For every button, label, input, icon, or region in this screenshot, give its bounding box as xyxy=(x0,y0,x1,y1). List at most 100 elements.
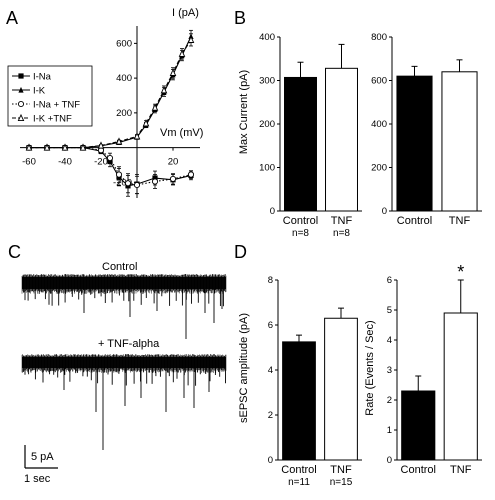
panel-letter-a: A xyxy=(6,8,18,28)
trace-noise xyxy=(21,274,227,294)
iv-series-i-k-tnf xyxy=(25,33,195,151)
bar-y-tick-label: 0 xyxy=(268,455,273,466)
iv-series-i-na xyxy=(26,145,194,197)
iv-curve-chart: I (pA) Vm (mV) -60 -40 -20 20-200200400600 … xyxy=(7,7,203,198)
trace-tnf-label: + TNF-alpha xyxy=(98,338,160,350)
iv-marker-open-triangle xyxy=(133,132,141,140)
trace-noise xyxy=(21,354,227,373)
bar-y-tick-label: 800 xyxy=(371,32,387,43)
bar-y-tick-label: 0 xyxy=(387,455,392,466)
current-traces: Control + TNF-alpha 5 pA 1 sec xyxy=(21,261,227,485)
bar-n-label: n=15 xyxy=(330,477,353,488)
bar-n-label: n=8 xyxy=(333,228,350,239)
bar-category-label: TNF xyxy=(449,215,471,227)
bar-y-tick-label: 400 xyxy=(259,32,275,43)
bar-n-label: n=8 xyxy=(292,228,309,239)
iv-marker-circle xyxy=(169,175,177,182)
bar xyxy=(401,390,436,461)
bar xyxy=(443,312,478,461)
iv-marker-triangle xyxy=(18,86,24,93)
panel-letter-d: D xyxy=(234,242,247,262)
trace-events xyxy=(24,289,224,339)
bar-category-label: Control xyxy=(401,464,436,476)
iv-marker-open-triangle xyxy=(17,113,25,122)
bar-y-tick-label: 4 xyxy=(387,335,392,346)
iv-legend: I-Na I-K I-Na + TNF I-K +TNF xyxy=(7,65,93,127)
bar-category-label: TNF xyxy=(330,464,352,476)
bar xyxy=(441,71,478,212)
iv-marker-circle xyxy=(187,171,195,178)
iv-marker-open-triangle xyxy=(151,103,159,111)
iv-xlabel: Vm (mV) xyxy=(160,127,203,139)
sepsc-charts: sEPSC amplitude (pA) Rate (Events / Sec)… xyxy=(238,262,482,488)
iv-series-i-na-tnf xyxy=(25,144,195,195)
iv-y-tick-label: 600 xyxy=(116,38,132,49)
iv-legend-label: I-K xyxy=(33,86,46,97)
iv-x-tick-label: 20 xyxy=(168,157,179,168)
sepsc-amplitude-ylabel: sEPSC amplitude (pA) xyxy=(238,313,250,423)
iv-marker-open-triangle xyxy=(43,143,51,151)
iv-marker-open-triangle xyxy=(187,35,195,43)
bar-y-tick-label: 6 xyxy=(268,320,273,331)
max-current-ylabel: Max Current (pA) xyxy=(238,70,250,154)
trace-tnf xyxy=(21,354,227,450)
iv-legend-label: I-Na + TNF xyxy=(33,100,80,111)
trace-events xyxy=(24,368,226,450)
iv-marker-circle xyxy=(17,100,25,108)
bar-y-tick-label: 4 xyxy=(268,365,273,376)
iv-marker-circle xyxy=(151,178,159,185)
iv-y-tick-label: -200 xyxy=(113,177,132,188)
bar-y-tick-label: 8 xyxy=(268,275,273,286)
iv-marker-circle xyxy=(124,180,132,187)
bar-category-label: TNF xyxy=(450,464,472,476)
sepsc-rate-chart: 0 1 2 3 4 5 6 Control TNF * xyxy=(387,262,482,476)
iv-legend-entries: I-Na I-K I-Na + TNF I-K +TNF xyxy=(12,72,80,125)
iv-marker-open-triangle xyxy=(178,49,186,57)
scale-y-label: 5 pA xyxy=(31,451,54,463)
iv-marker-open-triangle xyxy=(97,141,105,149)
bar-y-tick-label: 0 xyxy=(382,206,387,217)
bar xyxy=(325,67,358,212)
bar-y-tick-label: 6 xyxy=(387,275,392,286)
iv-marker-open-triangle xyxy=(160,86,168,94)
scale-bar: 5 pA 1 sec xyxy=(24,445,58,485)
sepsc-rate-ylabel: Rate (Events / Sec) xyxy=(364,320,376,415)
bar-y-tick-label: 400 xyxy=(371,119,387,130)
iv-marker-open-triangle xyxy=(25,143,33,151)
bar-y-tick-label: 300 xyxy=(259,76,275,87)
iv-x-tick-label: -40 xyxy=(58,157,72,168)
iv-marker-circle xyxy=(106,154,114,162)
iv-legend-label: I-K +TNF xyxy=(33,114,72,125)
bar-y-tick-label: 0 xyxy=(270,206,275,217)
bar-y-tick-label: 200 xyxy=(371,163,387,174)
iv-x-tick-label: -60 xyxy=(22,157,36,168)
iv-legend-label: I-Na xyxy=(33,72,52,83)
iv-marker-open-triangle xyxy=(79,143,87,151)
panel-letter-b: B xyxy=(234,8,246,28)
scale-x-label: 1 sec xyxy=(24,473,51,485)
iv-axes: -60 -40 -20 20 -200 200 400 600 xyxy=(20,26,200,198)
iv-marker-circle xyxy=(115,171,123,178)
trace-control-label: Control xyxy=(102,261,137,273)
iv-y-tick-label: 200 xyxy=(116,108,132,119)
bar-y-tick-label: 600 xyxy=(371,76,387,87)
bar-category-label: Control xyxy=(283,215,318,227)
iv-marker-open-triangle xyxy=(115,137,123,145)
bar-category-label: Control xyxy=(397,215,432,227)
bar xyxy=(396,75,433,212)
bar-y-tick-label: 1 xyxy=(387,425,392,436)
bar xyxy=(282,341,316,461)
bar-category-label: TNF xyxy=(331,215,353,227)
bar-n-label: n=11 xyxy=(288,477,310,488)
bar-category-label: Control xyxy=(281,464,316,476)
bar xyxy=(324,317,358,461)
trace-control xyxy=(21,274,227,339)
max-current-chart-right: 0 200 400 600 800 Control TNF xyxy=(371,32,482,227)
iv-x-tick-label: -20 xyxy=(94,157,108,168)
bar-y-tick-label: 2 xyxy=(268,410,273,421)
iv-marker-circle xyxy=(133,181,141,189)
panel-letter-c: C xyxy=(8,242,21,262)
